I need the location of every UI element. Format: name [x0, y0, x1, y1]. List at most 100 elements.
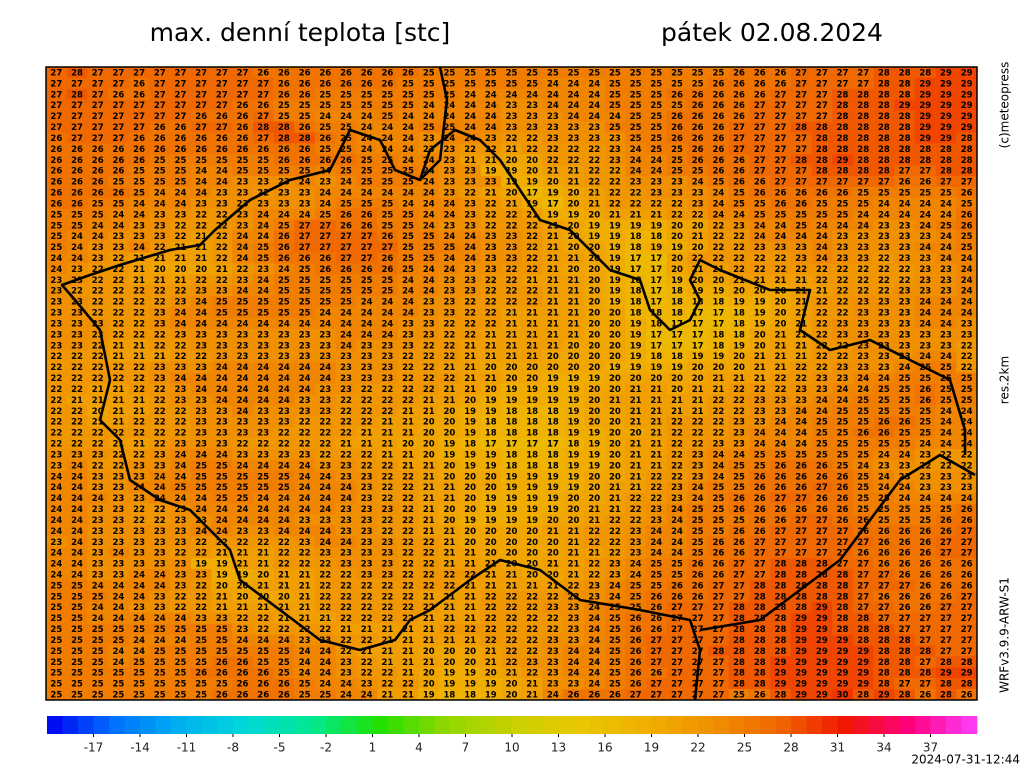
temperature-value: 21: [423, 505, 435, 515]
temperature-value: 26: [92, 145, 104, 155]
temperature-cell: [563, 121, 585, 133]
temperature-value: 27: [878, 614, 890, 624]
temperature-value: 28: [257, 123, 269, 133]
temperature-cell: [377, 318, 399, 330]
temperature-value: 26: [381, 79, 393, 89]
temperature-value: 24: [464, 101, 476, 111]
temperature-value: 24: [899, 199, 911, 209]
temperature-value: 25: [857, 472, 869, 482]
temperature-value: 24: [692, 494, 704, 504]
temperature-cell: [811, 296, 833, 308]
temperature-value: 22: [71, 352, 83, 362]
temperature-value: 27: [50, 112, 62, 122]
temperature-value: 24: [444, 232, 456, 242]
temperature-cell: [687, 241, 709, 253]
temperature-value: 24: [464, 254, 476, 264]
temperature-cell: [666, 208, 688, 221]
temperature-cell: [914, 285, 936, 297]
temperature-cell: [480, 197, 502, 210]
temperature-value: 24: [278, 210, 290, 220]
temperature-value: 22: [609, 199, 621, 209]
temperature-value: 27: [112, 101, 124, 111]
temperature-cell: [894, 132, 916, 144]
temperature-value: 25: [837, 418, 849, 428]
temperature-value: 28: [837, 603, 849, 613]
temperature-cell: [314, 285, 336, 297]
temperature-value: 25: [940, 385, 952, 395]
temperature-value: 22: [237, 265, 249, 275]
temperature-cell: [894, 154, 916, 166]
temperature-value: 23: [899, 243, 911, 253]
temperature-value: 25: [381, 156, 393, 166]
temperature-value: 19: [506, 516, 518, 526]
temperature-value: 27: [154, 112, 166, 122]
temperature-value: 24: [588, 614, 600, 624]
temperature-cell: [273, 219, 295, 232]
temperature-cell: [852, 208, 874, 221]
temperature-value: 26: [216, 658, 228, 668]
temperature-value: 24: [816, 232, 828, 242]
temperature-value: 27: [733, 581, 745, 591]
temperature-cell: [356, 307, 378, 319]
temperature-cell: [128, 361, 150, 373]
temperature-value: 21: [506, 581, 518, 591]
temperature-cell: [480, 274, 502, 286]
temperature-value: 26: [692, 570, 704, 580]
temperature-value: 25: [92, 210, 104, 220]
temperature-value: 19: [547, 483, 559, 493]
temperature-value: 25: [878, 396, 890, 406]
temperature-value: 22: [340, 581, 352, 591]
temperature-value: 25: [278, 112, 290, 122]
temperature-value: 22: [526, 221, 538, 231]
temperature-value: 24: [237, 516, 249, 526]
temperature-value: 21: [712, 385, 724, 395]
temperature-value: 22: [837, 276, 849, 286]
temperature-cell: [666, 307, 688, 319]
temperature-value: 28: [857, 101, 869, 111]
temperature-value: 28: [733, 636, 745, 646]
temperature-value: 22: [506, 647, 518, 657]
temperature-value: 25: [112, 178, 124, 188]
temperature-value: 28: [961, 156, 973, 166]
temperature-value: 19: [506, 178, 518, 188]
temperature-value: 27: [795, 494, 807, 504]
temperature-cell: [666, 99, 688, 111]
temperature-value: 25: [216, 494, 228, 504]
temperature-value: 23: [112, 538, 124, 548]
temperature-cell: [935, 350, 957, 362]
temperature-value: 25: [50, 221, 62, 231]
temperature-value: 24: [216, 516, 228, 526]
temperature-value: 23: [526, 658, 538, 668]
temperature-cell: [108, 197, 130, 210]
temperature-value: 25: [961, 199, 973, 209]
temperature-value: 19: [526, 483, 538, 493]
temperature-value: 23: [340, 669, 352, 679]
temperature-value: 19: [485, 167, 497, 177]
temperature-cell: [66, 110, 88, 122]
temperature-value: 21: [568, 287, 580, 297]
temperature-cell: [211, 99, 233, 111]
temperature-cell: [956, 339, 978, 352]
temperature-value: 23: [381, 560, 393, 570]
temperature-cell: [314, 121, 336, 133]
temperature-value: 21: [444, 603, 456, 613]
temperature-cell: [87, 165, 109, 177]
temperature-cell: [852, 219, 874, 232]
temperature-value: 20: [671, 232, 683, 242]
temperature-cell: [314, 241, 336, 253]
temperature-cell: [583, 252, 605, 264]
temperature-cell: [832, 263, 854, 275]
temperature-cell: [232, 361, 254, 373]
temperature-value: 20: [775, 319, 787, 329]
temperature-cell: [604, 230, 626, 242]
temperature-value: 21: [506, 145, 518, 155]
temperature-value: 25: [961, 396, 973, 406]
temperature-value: 22: [71, 440, 83, 450]
temperature-value: 28: [940, 167, 952, 177]
temperature-value: 25: [154, 647, 166, 657]
temperature-cell: [439, 208, 461, 221]
temperature-value: 19: [568, 418, 580, 428]
temperature-cell: [914, 197, 936, 210]
temperature-value: 26: [775, 505, 787, 515]
temperature-value: 20: [588, 385, 600, 395]
